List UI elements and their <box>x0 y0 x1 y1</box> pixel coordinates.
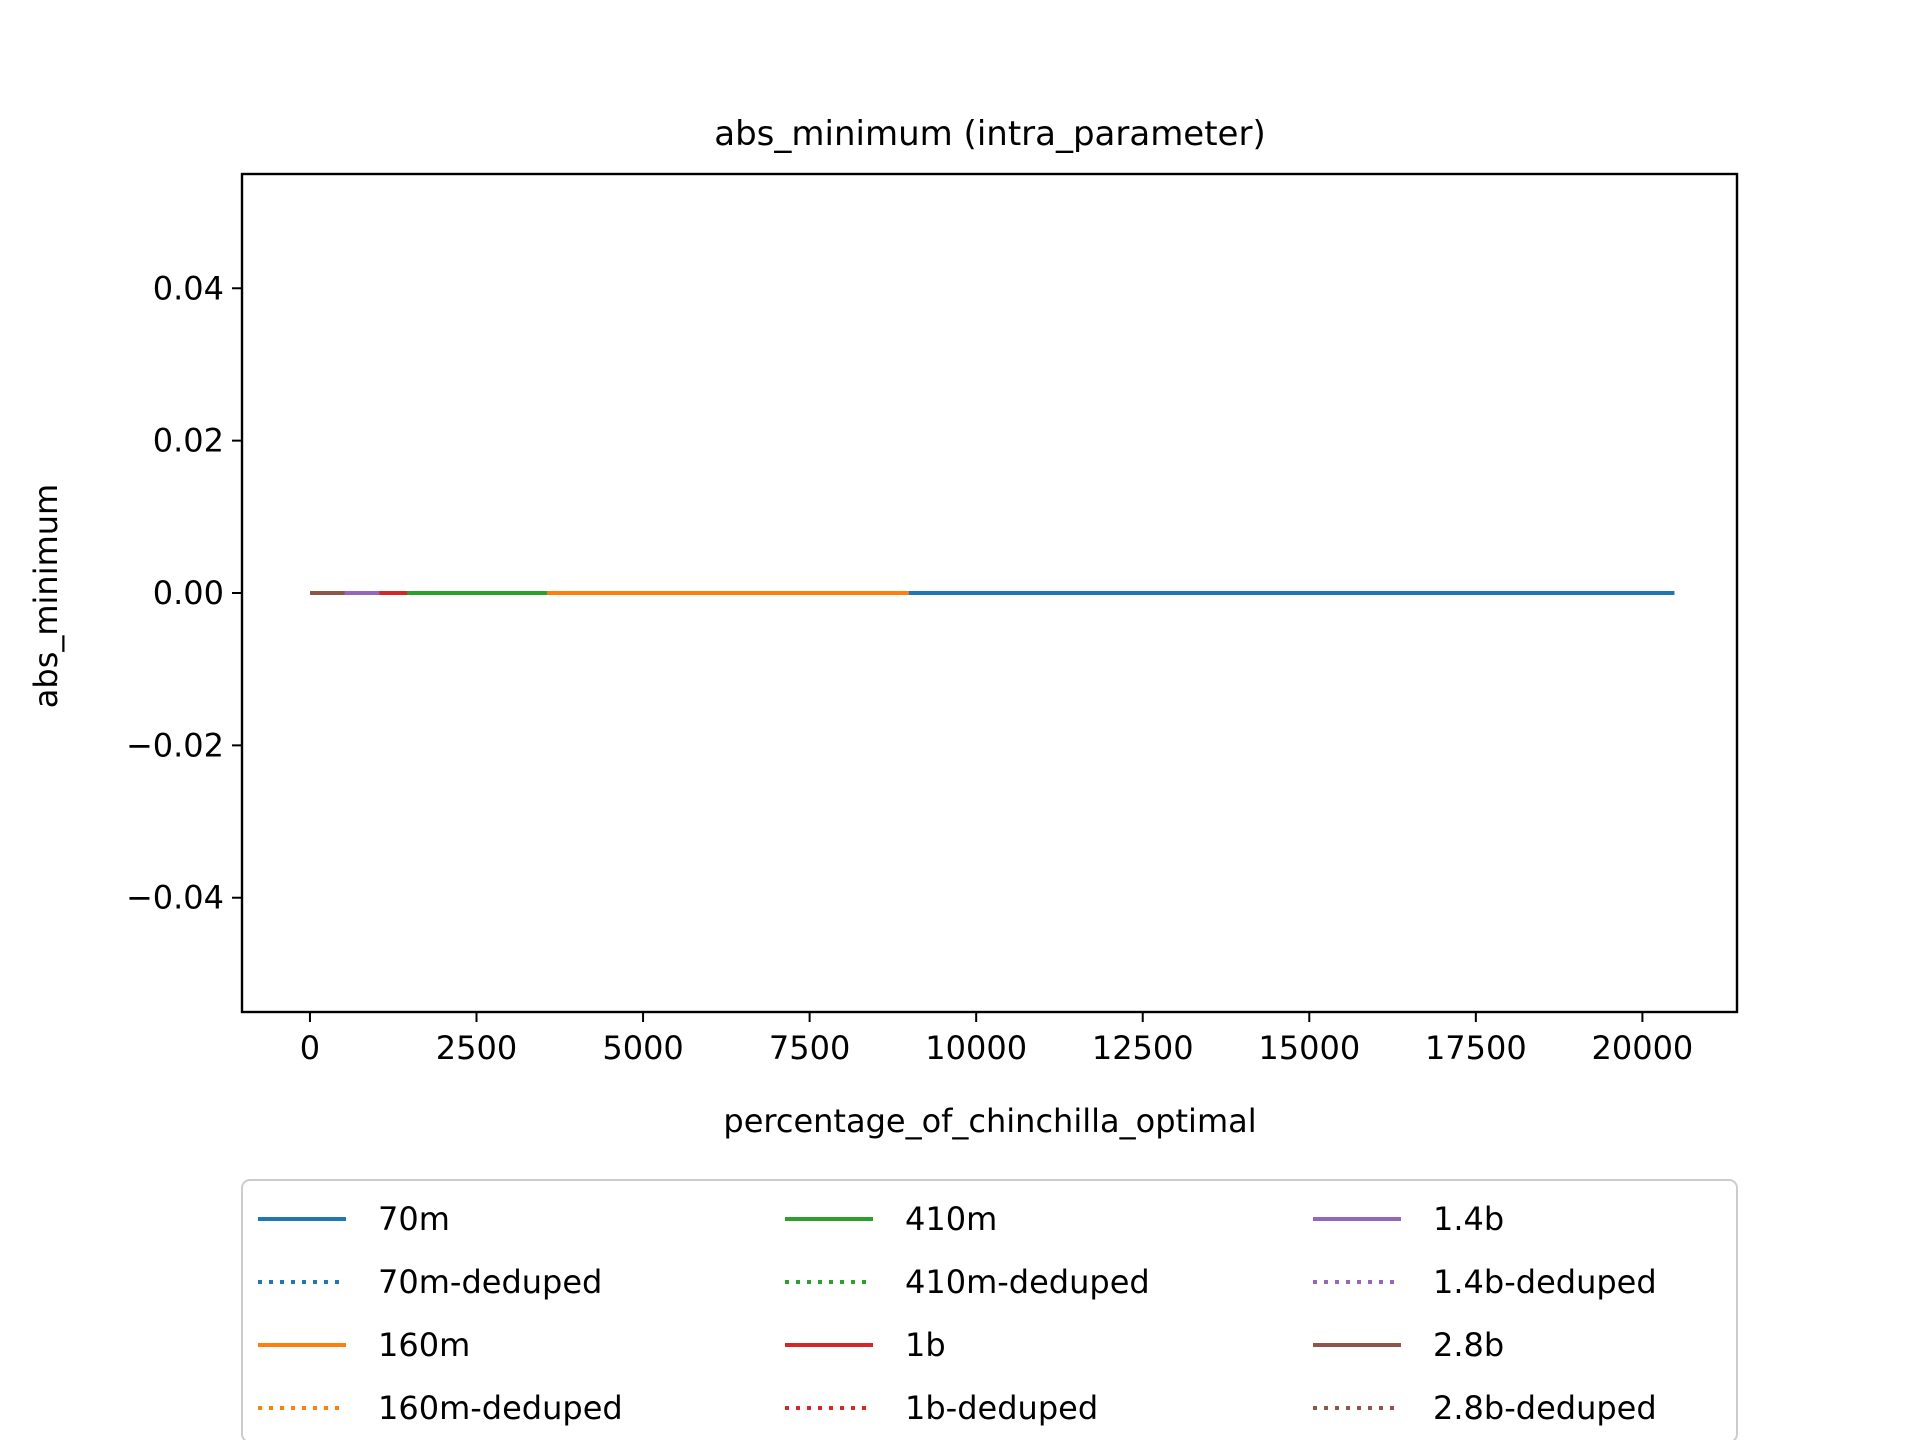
legend-label-410m: 410m <box>905 1200 997 1238</box>
y-tick-label: 0.00 <box>153 574 224 612</box>
x-tick-label: 12500 <box>1092 1029 1194 1067</box>
x-tick-label: 10000 <box>925 1029 1027 1067</box>
legend-label-2.8b: 2.8b <box>1433 1326 1504 1364</box>
x-tick-label: 0 <box>300 1029 320 1067</box>
legend-label-70m-deduped: 70m-deduped <box>378 1263 602 1301</box>
legend-label-2.8b-deduped: 2.8b-deduped <box>1433 1389 1657 1427</box>
legend-label-1.4b-deduped: 1.4b-deduped <box>1433 1263 1657 1301</box>
x-tick-label: 7500 <box>769 1029 850 1067</box>
x-tick-label: 15000 <box>1258 1029 1360 1067</box>
y-tick-label: 0.04 <box>153 269 224 307</box>
x-tick-label: 20000 <box>1591 1029 1693 1067</box>
legend-label-70m: 70m <box>378 1200 450 1238</box>
x-tick-label: 5000 <box>602 1029 683 1067</box>
legend-label-1b-deduped: 1b-deduped <box>905 1389 1098 1427</box>
legend-label-1.4b: 1.4b <box>1433 1200 1504 1238</box>
legend-frame <box>241 1179 1738 1440</box>
legend-label-410m-deduped: 410m-deduped <box>905 1263 1150 1301</box>
y-tick-label: −0.02 <box>126 726 224 764</box>
y-tick-label: 0.02 <box>153 422 224 460</box>
x-tick-label: 17500 <box>1425 1029 1527 1067</box>
x-axis-label: percentage_of_chinchilla_optimal <box>723 1102 1256 1140</box>
legend-label-160m-deduped: 160m-deduped <box>378 1389 623 1427</box>
legend: 70m 70m-deduped 160m 160m-deduped 410m 410m-d… <box>241 1179 1738 1440</box>
y-axis-label: abs_minimum <box>27 484 65 708</box>
legend-label-1b: 1b <box>905 1326 946 1364</box>
x-tick-label: 2500 <box>436 1029 517 1067</box>
x-axis: 0 2500 5000 7500 10000 12500 15000 17500 20000 <box>300 1012 1693 1067</box>
y-axis: −0.04 −0.02 0.00 0.02 0.04 <box>126 269 242 917</box>
legend-label-160m: 160m <box>378 1326 470 1364</box>
chart-title: abs_minimum (intra_parameter) <box>714 114 1265 154</box>
y-tick-label: −0.04 <box>126 879 224 917</box>
